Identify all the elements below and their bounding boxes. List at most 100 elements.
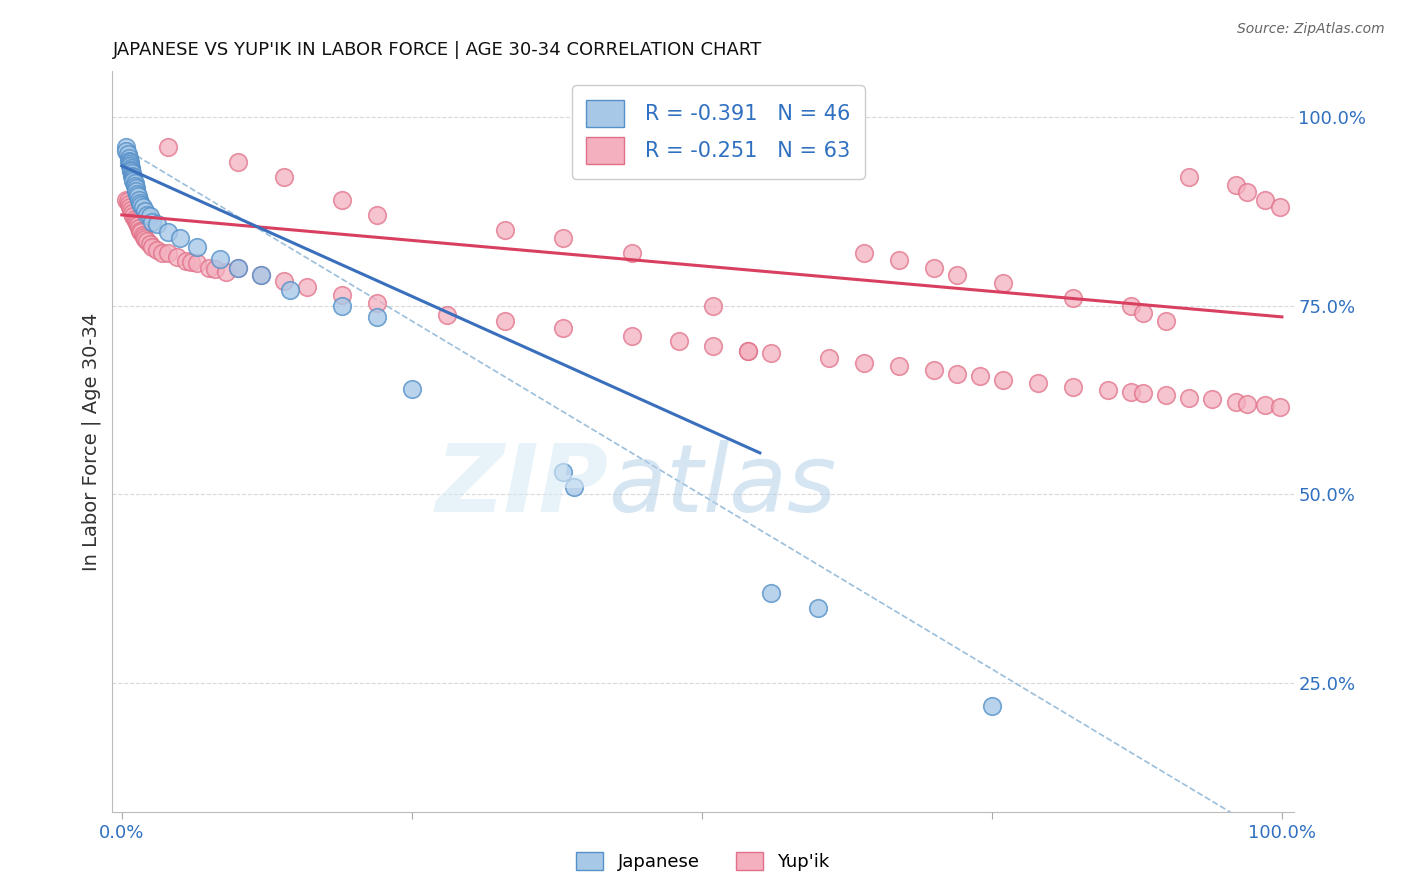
Point: [1062, 291, 1084, 305]
Point: [1268, 200, 1291, 214]
Point: [132, 229, 155, 244]
Point: [922, 363, 945, 377]
Point: [157, 245, 180, 260]
Point: [1132, 386, 1154, 401]
Point: [120, 164, 142, 178]
Point: [118, 200, 141, 214]
Point: [169, 230, 191, 244]
Point: [1154, 313, 1177, 327]
Point: [562, 480, 585, 494]
Point: [1201, 392, 1223, 407]
Text: atlas: atlas: [609, 441, 837, 532]
Point: [946, 268, 969, 283]
Point: [215, 264, 238, 278]
Point: [186, 239, 208, 253]
Point: [125, 186, 148, 201]
Point: [946, 367, 969, 381]
Point: [330, 299, 353, 313]
Point: [124, 179, 146, 194]
Point: [134, 204, 156, 219]
Point: [124, 176, 146, 190]
Point: [180, 254, 202, 268]
Point: [436, 308, 458, 322]
Point: [122, 174, 145, 188]
Point: [117, 147, 139, 161]
Point: [668, 334, 690, 348]
Point: [141, 239, 163, 253]
Point: [1154, 387, 1177, 401]
Point: [1253, 193, 1275, 207]
Point: [150, 245, 173, 260]
Point: [118, 151, 141, 165]
Point: [145, 243, 167, 257]
Point: [1026, 376, 1049, 390]
Point: [120, 162, 142, 177]
Point: [118, 156, 141, 170]
Point: [197, 260, 219, 275]
Point: [136, 208, 159, 222]
Point: [278, 284, 301, 298]
Point: [131, 200, 153, 214]
Point: [226, 260, 249, 275]
Text: JAPANESE VS YUP'IK IN LABOR FORCE | AGE 30-34 CORRELATION CHART: JAPANESE VS YUP'IK IN LABOR FORCE | AGE …: [112, 41, 762, 59]
Y-axis label: In Labor Force | Age 30-34: In Labor Force | Age 30-34: [82, 312, 101, 571]
Point: [128, 221, 150, 235]
Point: [761, 346, 783, 360]
Point: [250, 268, 273, 283]
Point: [141, 215, 163, 229]
Point: [250, 268, 273, 283]
Text: Source: ZipAtlas.com: Source: ZipAtlas.com: [1237, 22, 1385, 37]
Point: [1236, 397, 1258, 411]
Point: [1062, 380, 1084, 394]
Point: [853, 356, 876, 370]
Point: [1236, 186, 1258, 200]
Point: [226, 155, 249, 169]
Point: [186, 256, 208, 270]
Point: [551, 465, 574, 479]
Point: [887, 253, 910, 268]
Point: [115, 144, 138, 158]
Point: [128, 193, 150, 207]
Point: [122, 210, 145, 224]
Point: [127, 219, 149, 233]
Point: [121, 169, 143, 183]
Point: [818, 351, 841, 366]
Point: [1119, 299, 1142, 313]
Point: [887, 359, 910, 373]
Point: [138, 210, 160, 224]
Point: [166, 250, 188, 264]
Point: [121, 166, 143, 180]
Point: [117, 194, 139, 209]
Point: [145, 217, 167, 231]
Point: [131, 198, 153, 212]
Point: [330, 193, 353, 207]
Point: [366, 208, 388, 222]
Point: [115, 193, 138, 207]
Point: [807, 600, 830, 615]
Point: [129, 195, 152, 210]
Point: [494, 313, 516, 327]
Point: [127, 189, 149, 203]
Point: [118, 197, 141, 211]
Point: [118, 155, 141, 169]
Point: [1132, 306, 1154, 320]
Point: [226, 260, 249, 275]
Point: [131, 227, 153, 242]
Point: [120, 203, 142, 218]
Point: [1178, 391, 1201, 405]
Legend: R = -0.391   N = 46, R = -0.251   N = 63: R = -0.391 N = 46, R = -0.251 N = 63: [572, 86, 865, 178]
Point: [209, 252, 232, 266]
Point: [551, 321, 574, 335]
Point: [993, 373, 1015, 387]
Point: [1225, 178, 1247, 192]
Point: [401, 382, 423, 396]
Point: [125, 214, 148, 228]
Point: [157, 225, 180, 239]
Point: [853, 245, 876, 260]
Point: [1119, 384, 1142, 399]
Point: [118, 159, 141, 173]
Point: [993, 276, 1015, 290]
Point: [204, 262, 226, 277]
Point: [297, 279, 319, 293]
Point: [115, 140, 138, 154]
